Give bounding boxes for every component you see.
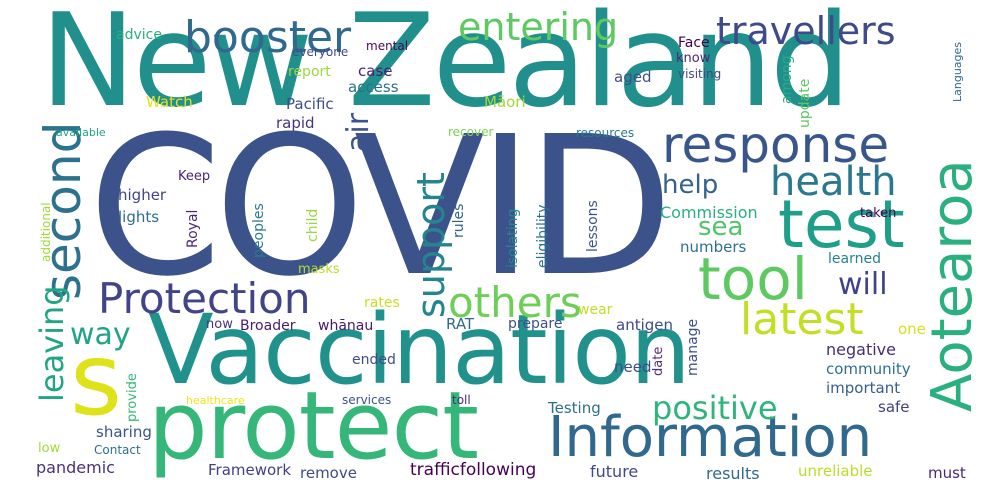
word-protect: protect <box>148 372 479 481</box>
word-response: response <box>662 116 890 174</box>
word-date: date <box>651 346 666 376</box>
word-mental: mental <box>366 39 409 53</box>
word-future: future <box>590 462 639 481</box>
word-leaving: leaving <box>33 285 71 402</box>
word-ended: ended <box>352 352 396 368</box>
word-rat: RAT <box>446 315 475 333</box>
word-child: child <box>305 208 321 242</box>
word-aged: aged <box>614 68 652 86</box>
word-recover: recover <box>448 125 494 139</box>
word-prepare: prepare <box>508 316 563 332</box>
word-pandemic: pandemic <box>36 458 115 477</box>
word-help: help <box>662 170 719 200</box>
word-one: one <box>898 320 926 338</box>
word-booster: booster <box>184 12 352 63</box>
word-provide: provide <box>125 373 140 422</box>
word-trafficfollowing: trafficfollowing <box>410 460 537 480</box>
word-report: report <box>288 64 331 80</box>
word-commission: Commission <box>660 203 758 222</box>
word-wear: wear <box>578 302 613 318</box>
word-negative: negative <box>826 340 896 359</box>
word-available: available <box>56 126 106 139</box>
word-way: way <box>70 317 131 352</box>
word-sharing: sharing <box>96 423 152 441</box>
word-testing: Testing <box>548 399 601 417</box>
word-services: services <box>342 393 392 407</box>
word-eligibility: eligibility <box>535 204 551 269</box>
word-isolating: isolating <box>505 208 521 268</box>
word-rapid: rapid <box>276 114 315 132</box>
word-community: community <box>826 360 911 378</box>
word-manage: manage <box>685 318 701 376</box>
word-must: must <box>928 464 966 482</box>
word-low: low <box>38 441 61 456</box>
word-rules: rules <box>451 203 467 238</box>
word-healthcare: healthcare <box>186 394 245 407</box>
word-need: need <box>614 358 652 376</box>
word-numbers: numbers <box>680 238 747 256</box>
word-broader: Broader <box>240 318 296 334</box>
word-will: will <box>838 267 888 302</box>
word-now: now <box>206 317 233 332</box>
word-maori: Māori <box>484 93 526 111</box>
word-keep: Keep <box>178 169 211 184</box>
word-higher: higher <box>118 186 167 204</box>
word-among: among <box>779 55 795 104</box>
word-new-zealand: New Zealand <box>40 0 851 136</box>
word-others: others <box>448 278 582 327</box>
word-access: access <box>348 78 399 96</box>
word-positive: positive <box>652 389 778 427</box>
word-whanau: whānau <box>318 318 374 334</box>
word-covid: COVID <box>88 96 674 319</box>
word-test: test <box>778 186 905 263</box>
word-resources: resources <box>576 126 635 140</box>
word-advice: advice <box>116 27 162 43</box>
word-entering: entering <box>458 5 619 49</box>
word-watch: Watch <box>146 93 193 111</box>
word-s: s <box>70 321 123 438</box>
word-taken: taken <box>860 206 897 221</box>
word-results: results <box>706 464 760 483</box>
word-masks: masks <box>298 262 340 277</box>
word-sea: sea <box>698 212 744 242</box>
word-latest: latest <box>740 294 864 345</box>
word-health: health <box>770 159 897 205</box>
word-vaccination: Vaccination <box>148 294 691 406</box>
word-important: important <box>826 379 901 397</box>
word-royal: Royal <box>185 209 201 248</box>
word-case: case <box>358 62 393 80</box>
word-update: update <box>797 78 813 128</box>
word-aotearoa: Aotearoa <box>920 159 985 412</box>
word-tool: tool <box>698 245 808 313</box>
word-unreliable: unreliable <box>798 462 873 480</box>
word-visiting: visiting <box>678 67 722 81</box>
word-lights: lights <box>118 208 160 226</box>
word-rates: rates <box>364 295 400 311</box>
word-remove: remove <box>300 464 357 482</box>
word-antigen: antigen <box>616 316 674 334</box>
word-contact: Contact <box>94 443 141 457</box>
word-pacific: Pacific <box>286 95 334 113</box>
word-face: Face <box>678 35 710 51</box>
word-support: support <box>409 172 453 318</box>
word-languages: Languages <box>951 41 964 102</box>
word-toll: toll <box>452 393 471 407</box>
word-additional: additional <box>39 202 53 262</box>
word-everyone: everyone <box>292 45 349 59</box>
word-learned: learned <box>828 251 881 267</box>
word-know: know <box>676 51 711 66</box>
word-safe: safe <box>878 398 910 416</box>
word-information: Information <box>548 405 873 470</box>
word-framework: Framework <box>208 461 292 479</box>
word-peoples: peoples <box>251 203 267 258</box>
word-lessons: lessons <box>585 200 601 252</box>
word-travellers: travellers <box>716 9 896 53</box>
word-protection: Protection <box>98 274 311 323</box>
word-air: air <box>341 112 376 152</box>
